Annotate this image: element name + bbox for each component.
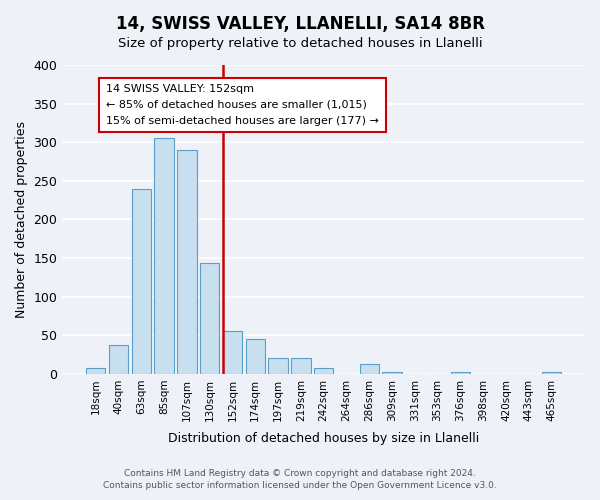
X-axis label: Distribution of detached houses by size in Llanelli: Distribution of detached houses by size … bbox=[168, 432, 479, 445]
Bar bbox=[131, 188, 151, 374]
Bar bbox=[382, 372, 402, 374]
Bar bbox=[86, 368, 106, 374]
Bar bbox=[245, 339, 265, 374]
Bar bbox=[223, 330, 242, 374]
Bar bbox=[291, 358, 311, 374]
Bar bbox=[154, 138, 174, 374]
Text: 14, SWISS VALLEY, LLANELLI, SA14 8BR: 14, SWISS VALLEY, LLANELLI, SA14 8BR bbox=[115, 15, 485, 33]
Bar bbox=[268, 358, 288, 374]
Bar bbox=[451, 372, 470, 374]
Bar bbox=[359, 364, 379, 374]
Text: Contains HM Land Registry data © Crown copyright and database right 2024.
Contai: Contains HM Land Registry data © Crown c… bbox=[103, 468, 497, 490]
Y-axis label: Number of detached properties: Number of detached properties bbox=[15, 121, 28, 318]
Bar bbox=[542, 372, 561, 374]
Bar bbox=[200, 264, 220, 374]
Bar bbox=[177, 150, 197, 374]
Bar bbox=[314, 368, 334, 374]
Bar bbox=[109, 346, 128, 374]
Text: 14 SWISS VALLEY: 152sqm
← 85% of detached houses are smaller (1,015)
15% of semi: 14 SWISS VALLEY: 152sqm ← 85% of detache… bbox=[106, 84, 379, 126]
Text: Size of property relative to detached houses in Llanelli: Size of property relative to detached ho… bbox=[118, 38, 482, 51]
